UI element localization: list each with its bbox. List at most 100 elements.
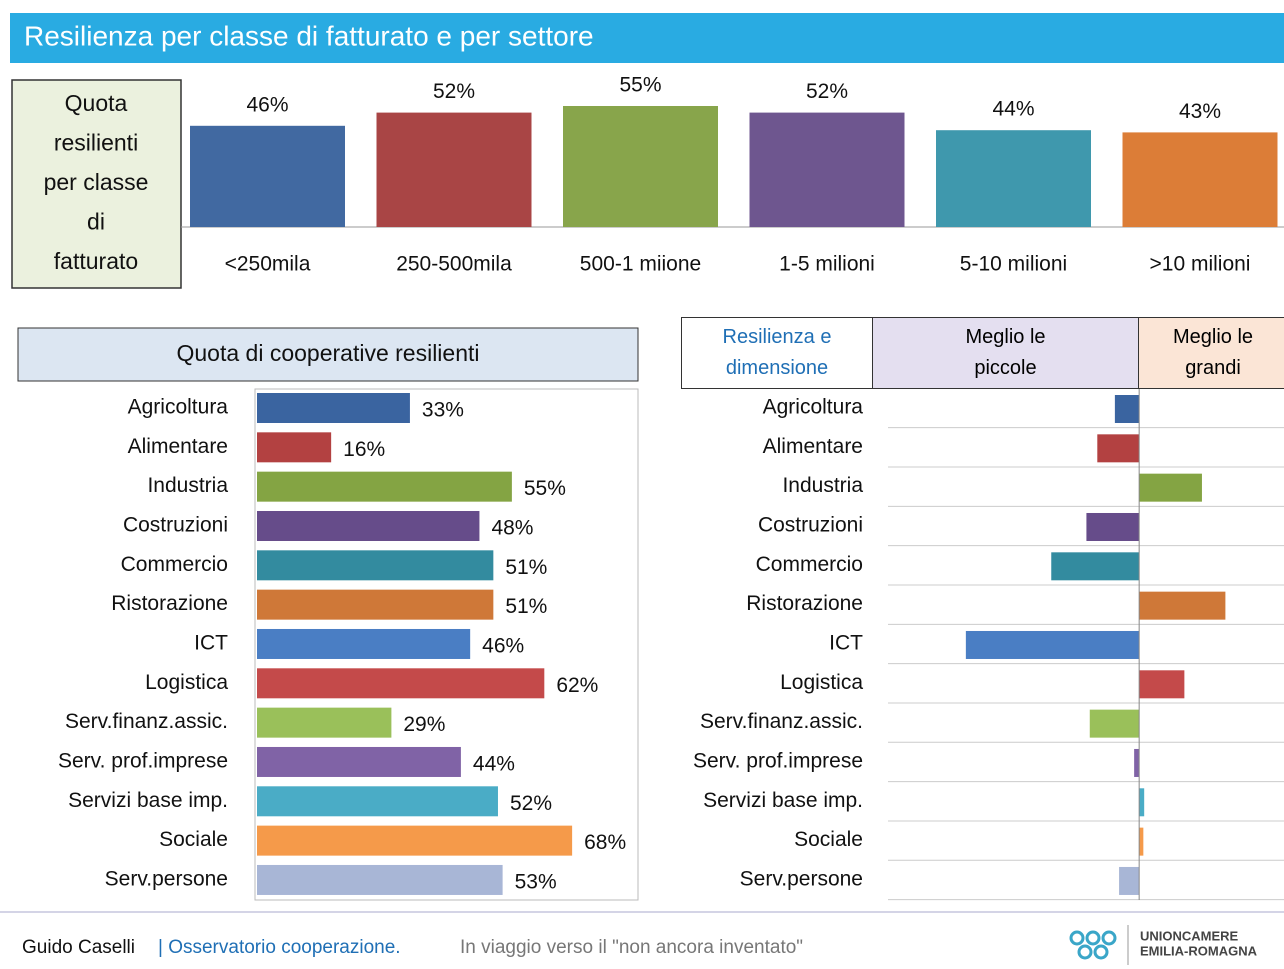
y-tick-label: Sociale bbox=[794, 828, 863, 851]
data-label: 48% bbox=[491, 517, 533, 540]
plot-frame bbox=[254, 388, 639, 901]
bar bbox=[749, 112, 905, 227]
y-tick-label: Servizi base imp. bbox=[703, 789, 863, 812]
y-tick-label: Logistica bbox=[780, 671, 863, 694]
x-tick-label: 500-1 miione bbox=[580, 253, 701, 276]
data-label: 29% bbox=[403, 713, 445, 736]
bar bbox=[257, 589, 494, 620]
bar bbox=[1134, 748, 1140, 777]
bar bbox=[1122, 132, 1278, 227]
y-tick-label: Ristorazione bbox=[111, 592, 228, 615]
label-box-text: resilienti bbox=[54, 130, 138, 156]
header-text: Meglio le grandi bbox=[1172, 326, 1254, 379]
y-tick-label: Serv. prof.imprese bbox=[693, 750, 863, 773]
bar bbox=[257, 668, 545, 699]
data-label: 52% bbox=[510, 792, 552, 815]
label-box-text: fatturato bbox=[54, 248, 138, 274]
bar bbox=[965, 630, 1140, 659]
y-tick-label: Industria bbox=[147, 474, 228, 497]
bar bbox=[257, 550, 494, 581]
bar bbox=[1051, 552, 1140, 581]
label-box bbox=[11, 79, 182, 289]
bar bbox=[257, 786, 498, 817]
data-label: 46% bbox=[482, 635, 524, 658]
header-cell: Meglio le grandi bbox=[1138, 317, 1284, 389]
y-tick-label: Logistica bbox=[145, 671, 228, 694]
y-tick-label: ICT bbox=[829, 632, 863, 655]
label-box-text: di bbox=[87, 209, 105, 235]
y-tick-label: Serv.finanz.assic. bbox=[700, 710, 863, 733]
bar bbox=[257, 510, 480, 541]
bar bbox=[1086, 512, 1140, 541]
bar bbox=[1139, 788, 1145, 817]
y-tick-label: Sociale bbox=[159, 828, 228, 851]
y-tick-label: Servizi base imp. bbox=[68, 789, 228, 812]
bar bbox=[1119, 866, 1140, 895]
data-label: 62% bbox=[556, 674, 598, 697]
data-label: 46% bbox=[246, 93, 288, 116]
x-tick-label: 250-500mila bbox=[396, 253, 512, 276]
data-label: 55% bbox=[524, 477, 566, 500]
data-label: 33% bbox=[422, 399, 464, 422]
chart-title: Quota di cooperative resilienti bbox=[177, 340, 480, 366]
bar bbox=[257, 746, 461, 777]
logo-text: EMILIA-ROMAGNA bbox=[1140, 943, 1258, 958]
bar bbox=[190, 125, 345, 227]
data-label: 52% bbox=[433, 80, 475, 103]
x-tick-label: <250mila bbox=[225, 253, 311, 276]
logo-text: UNIONCAMERE bbox=[1140, 928, 1239, 943]
bar bbox=[257, 393, 410, 423]
label-box-text: per classe bbox=[44, 169, 149, 195]
data-label: 68% bbox=[584, 831, 626, 854]
bar bbox=[257, 825, 573, 856]
data-label: 44% bbox=[992, 98, 1034, 121]
y-tick-label: Costruzioni bbox=[758, 514, 863, 537]
bar bbox=[563, 106, 718, 227]
x-tick-label: >10 milioni bbox=[1150, 253, 1251, 276]
data-label: 16% bbox=[343, 438, 385, 461]
bar bbox=[1139, 591, 1226, 620]
bar bbox=[1097, 434, 1140, 463]
chart-title-box bbox=[17, 327, 639, 382]
data-label: 43% bbox=[1179, 100, 1221, 123]
bar bbox=[1139, 670, 1185, 699]
slide-title: Resilienza per classe di fatturato e per… bbox=[24, 20, 594, 51]
data-label: 51% bbox=[505, 595, 547, 618]
logo-icon bbox=[1069, 930, 1117, 960]
data-label: 44% bbox=[473, 753, 515, 776]
footer-tagline: In viaggio verso il "non ancora inventat… bbox=[460, 937, 803, 958]
bar bbox=[257, 864, 503, 895]
y-tick-label: Alimentare bbox=[763, 435, 863, 458]
y-tick-label: Serv.persone bbox=[740, 868, 863, 891]
bar bbox=[376, 112, 532, 227]
y-tick-label: Serv.finanz.assic. bbox=[65, 710, 228, 733]
data-label: 52% bbox=[806, 80, 848, 103]
bar bbox=[1089, 709, 1140, 738]
y-tick-label: Serv. prof.imprese bbox=[58, 750, 228, 773]
y-tick-label: Commercio bbox=[121, 553, 228, 576]
bar bbox=[257, 707, 392, 738]
y-tick-label: Agricoltura bbox=[128, 396, 229, 419]
y-tick-label: Costruzioni bbox=[123, 514, 228, 537]
bar bbox=[1139, 473, 1202, 502]
bar bbox=[257, 432, 332, 463]
y-tick-label: Serv.persone bbox=[105, 868, 228, 891]
bar bbox=[1114, 395, 1140, 423]
bar bbox=[257, 471, 512, 502]
bar bbox=[257, 628, 471, 659]
y-tick-label: Alimentare bbox=[128, 435, 228, 458]
y-tick-label: ICT bbox=[194, 632, 228, 655]
y-tick-label: Ristorazione bbox=[746, 592, 863, 615]
header-cell: Meglio le piccole bbox=[872, 317, 1139, 389]
header-cell: Resilienza e dimensione bbox=[681, 317, 873, 389]
y-tick-label: Agricoltura bbox=[763, 396, 864, 419]
data-label: 55% bbox=[619, 74, 661, 97]
header-text: Meglio le piccole bbox=[965, 326, 1046, 379]
data-label: 51% bbox=[505, 556, 547, 579]
footer-author: Guido Caselli bbox=[22, 937, 135, 958]
x-tick-label: 1-5 milioni bbox=[779, 253, 875, 276]
header-text: Resilienza e dimensione bbox=[722, 326, 832, 379]
footer-source: | Osservatorio cooperazione. bbox=[158, 937, 401, 958]
